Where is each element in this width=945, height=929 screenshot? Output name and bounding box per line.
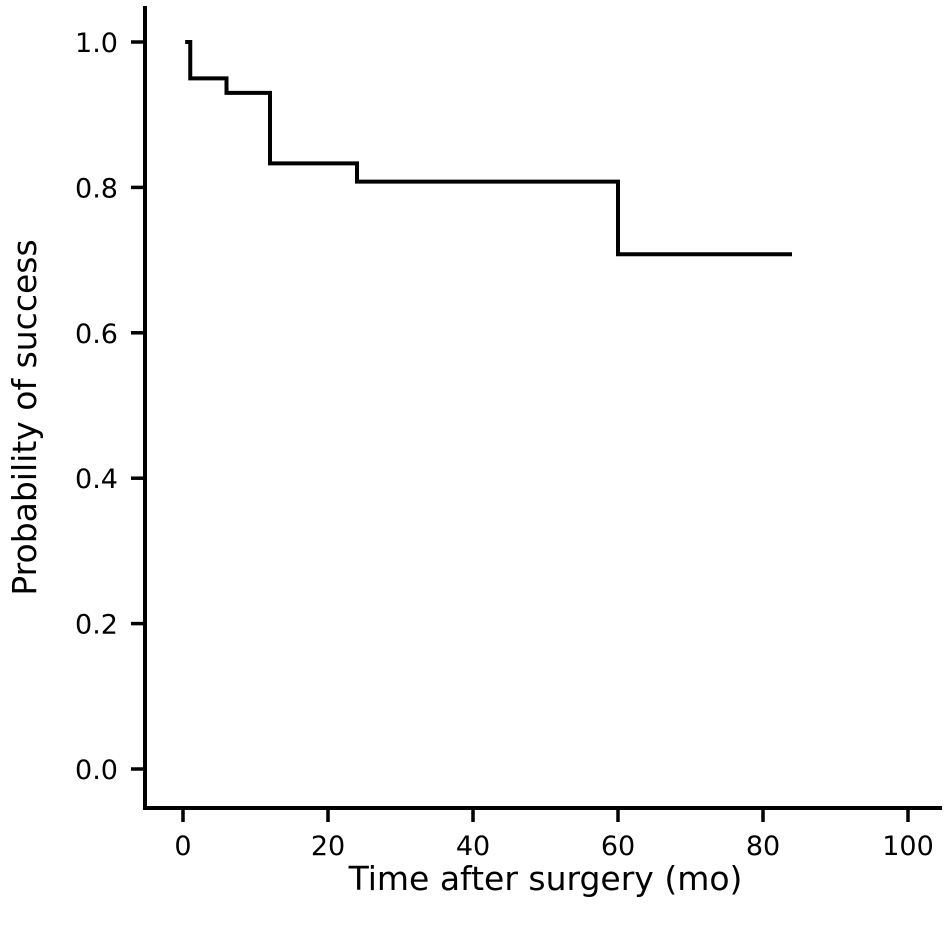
ticks: 0 20 40 60 80 100 0.0 0.2 0.4 0.6 0.8 1.0 xyxy=(75,28,934,862)
survival-step-line xyxy=(185,40,792,257)
x-tick-label: 40 xyxy=(456,831,490,862)
x-tick-label: 0 xyxy=(174,831,191,862)
x-tick-label: 80 xyxy=(746,831,780,862)
y-tick-label: 0.0 xyxy=(75,755,118,786)
y-tick-label: 0.8 xyxy=(75,173,118,204)
y-tick-label: 0.6 xyxy=(75,319,118,350)
x-axis-title: Time after surgery (mo) xyxy=(348,859,743,898)
plot-area xyxy=(185,40,792,257)
x-tick-label: 60 xyxy=(601,831,635,862)
x-tick-label: 20 xyxy=(311,831,345,862)
y-tick-label: 1.0 xyxy=(75,28,118,59)
y-axis-title: Probability of success xyxy=(5,239,44,595)
y-tick-label: 0.4 xyxy=(75,464,118,495)
axes xyxy=(143,6,942,810)
x-tick-label: 100 xyxy=(882,831,934,862)
y-tick-label: 0.2 xyxy=(75,610,118,641)
